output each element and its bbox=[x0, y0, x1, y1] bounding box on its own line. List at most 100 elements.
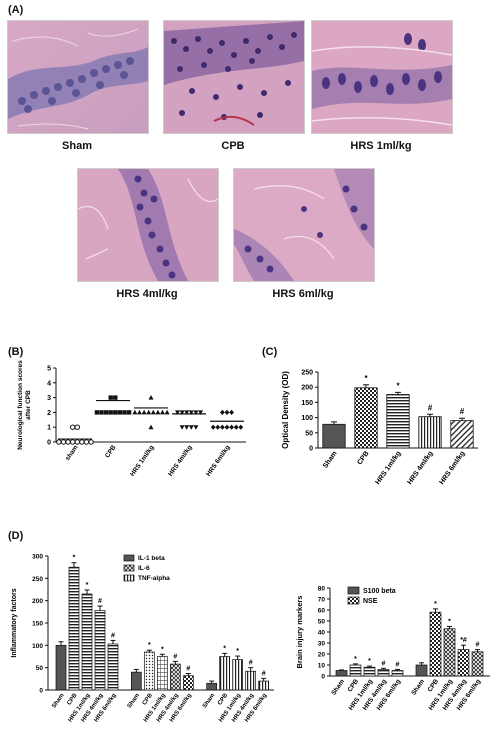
significance-mark: # bbox=[186, 665, 190, 672]
data-point bbox=[188, 425, 194, 430]
caption-cpb: CPB bbox=[221, 140, 245, 152]
legend-swatch bbox=[123, 574, 135, 582]
data-point bbox=[184, 425, 190, 430]
data-point bbox=[238, 424, 244, 430]
data-point bbox=[148, 395, 154, 400]
bar bbox=[429, 611, 442, 677]
data-point bbox=[132, 409, 138, 415]
y-tick-label: 2 bbox=[47, 410, 51, 417]
x-tick-label: HRS 1ml/kg bbox=[129, 444, 155, 478]
x-tick-label: Sham bbox=[322, 450, 339, 470]
data-point bbox=[60, 439, 67, 445]
micrograph-sham bbox=[7, 20, 149, 134]
data-point bbox=[70, 439, 76, 445]
bar bbox=[232, 659, 244, 691]
bar bbox=[143, 651, 155, 691]
y-tick-label: 200 bbox=[301, 385, 313, 392]
caption-hrs-6: HRS 6ml/kg bbox=[272, 288, 334, 300]
significance-mark: # bbox=[111, 632, 115, 639]
x-tick-label: CPB bbox=[66, 692, 79, 706]
data-point bbox=[56, 439, 62, 445]
micrograph-hrs-1 bbox=[311, 20, 453, 134]
bar bbox=[81, 593, 93, 691]
data-point bbox=[179, 410, 185, 415]
y-tick-label: 0 bbox=[321, 674, 325, 681]
bar bbox=[55, 644, 67, 691]
data-point bbox=[164, 409, 170, 415]
data-point bbox=[224, 409, 230, 415]
micrograph-cpb bbox=[163, 20, 305, 134]
bar bbox=[107, 643, 119, 691]
panel-label-d: (D) bbox=[8, 530, 24, 542]
data-point bbox=[88, 439, 94, 445]
significance-mark: * bbox=[354, 656, 357, 663]
bar bbox=[363, 666, 376, 677]
y-tick-label: 0 bbox=[47, 440, 51, 447]
y-tick-label: 150 bbox=[32, 621, 43, 628]
caption-hrs-4: HRS 4ml/kg bbox=[116, 288, 178, 300]
data-point bbox=[117, 410, 123, 415]
x-tick-label: HRS 6ml/kg bbox=[439, 450, 467, 486]
y-tick-label: 50 bbox=[305, 430, 313, 437]
legend-swatch bbox=[123, 554, 135, 562]
data-point bbox=[155, 409, 161, 415]
data-point bbox=[175, 410, 180, 415]
data-point bbox=[148, 424, 154, 430]
caption-hrs-1: HRS 1ml/kg bbox=[350, 140, 412, 152]
significance-mark: # bbox=[249, 660, 253, 667]
bar bbox=[450, 420, 474, 449]
data-point bbox=[220, 424, 225, 430]
significance-mark: # bbox=[173, 653, 177, 660]
y-tick-label: 250 bbox=[301, 370, 313, 377]
data-point bbox=[70, 424, 76, 430]
panel-label-c: (C) bbox=[262, 346, 278, 358]
bar bbox=[418, 416, 442, 449]
data-point bbox=[224, 424, 230, 430]
data-point bbox=[99, 410, 104, 415]
y-tick-label: 5 bbox=[47, 366, 51, 373]
data-point bbox=[184, 410, 190, 415]
x-tick-label: CPB bbox=[217, 692, 230, 706]
significance-mark: * bbox=[148, 642, 151, 649]
bar bbox=[219, 656, 231, 691]
y-axis-label: Brain injury markers bbox=[295, 596, 304, 669]
data-point bbox=[215, 424, 221, 430]
caption-sham: Sham bbox=[62, 140, 92, 152]
data-point bbox=[137, 409, 142, 415]
significance-mark: # bbox=[428, 403, 433, 412]
data-point bbox=[210, 424, 216, 430]
panel-label-a: (A) bbox=[8, 4, 24, 16]
data-point bbox=[198, 410, 203, 415]
legend-swatch bbox=[123, 564, 135, 572]
legend-label: IL-6 bbox=[138, 565, 150, 572]
y-tick-label: 50 bbox=[36, 665, 44, 672]
significance-mark: # bbox=[382, 660, 386, 667]
bar bbox=[443, 628, 456, 677]
significance-mark: # bbox=[262, 670, 266, 677]
data-point bbox=[229, 424, 234, 430]
bar bbox=[354, 387, 378, 449]
bar bbox=[182, 675, 194, 691]
data-point bbox=[103, 410, 109, 415]
y-tick-label: 250 bbox=[32, 576, 43, 583]
x-tick-label: CPB bbox=[142, 692, 155, 706]
legend-swatch bbox=[347, 596, 360, 605]
data-point bbox=[83, 439, 90, 445]
data-point bbox=[113, 395, 118, 400]
bar bbox=[156, 656, 168, 691]
data-point bbox=[94, 410, 100, 415]
x-tick-label: CPB bbox=[104, 444, 118, 460]
x-tick-label: HRS 4ml/kg bbox=[407, 450, 435, 486]
data-point bbox=[108, 410, 113, 415]
x-tick-label: CPB bbox=[356, 450, 370, 466]
y-tick-label: 30 bbox=[318, 641, 326, 648]
data-point bbox=[193, 425, 199, 430]
data-point bbox=[79, 439, 85, 445]
bar bbox=[349, 664, 362, 677]
bar bbox=[322, 423, 346, 449]
y-tick-label: 150 bbox=[301, 400, 313, 407]
data-point bbox=[122, 410, 127, 415]
data-point bbox=[65, 439, 71, 445]
chart-d-inflammatory: 0 50 100 150 200 250 300 Inflammatory factors * *… bbox=[11, 554, 274, 723]
chart-c-optical-density: 0 50 100 150 200 250 Optical Density (OD) * * # # S… bbox=[281, 370, 478, 486]
